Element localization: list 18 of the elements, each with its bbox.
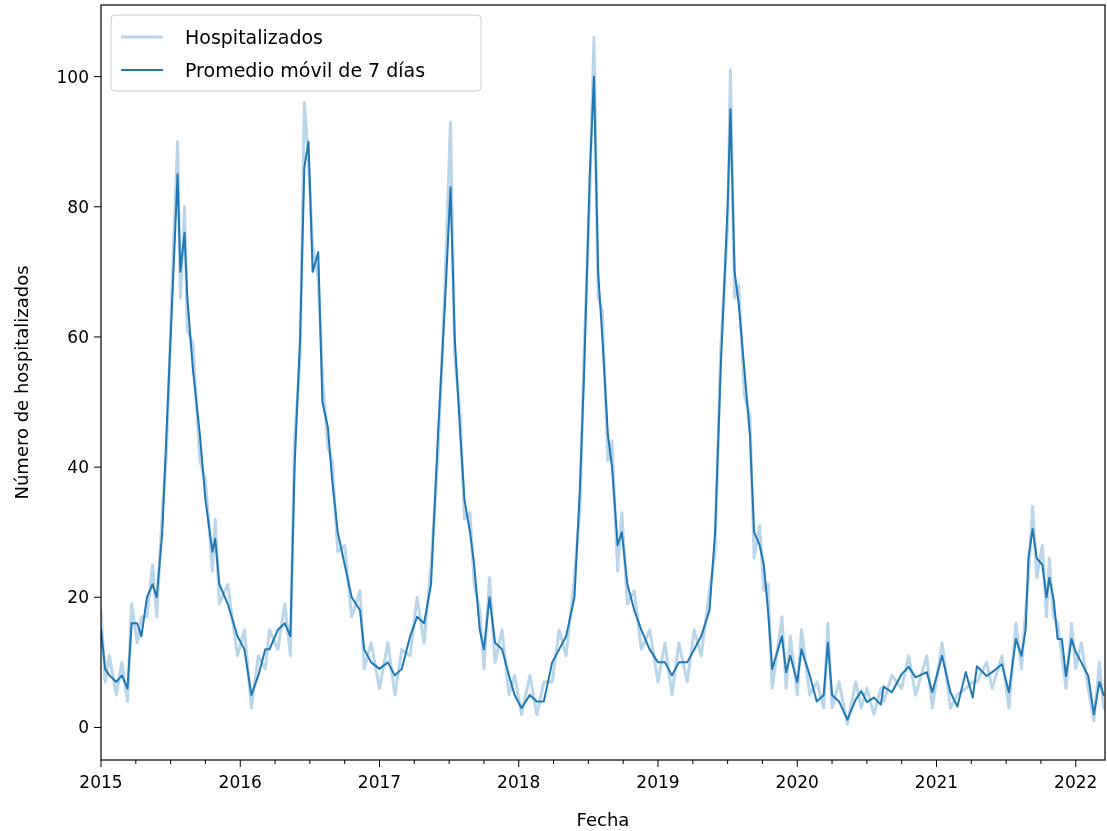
x-axis-title: Fecha [576,809,630,830]
x-tick-label: 2022 [1054,772,1098,792]
x-tick-label: 2017 [357,772,402,792]
y-tick-label: 20 [67,587,89,608]
y-tick-label: 80 [67,196,89,217]
x-tick-label: 2021 [914,772,959,792]
y-tick-label: 40 [67,457,89,478]
x-tick-label: 2020 [775,772,819,792]
x-tick-label: 2019 [636,772,680,792]
x-tick-label: 2018 [497,772,541,792]
y-axis-title: Número de hospitalizados [11,265,32,500]
y-tick-label: 60 [67,326,89,347]
y-tick-label: 100 [56,66,89,87]
x-tick-label: 2016 [218,772,262,792]
y-tick-label: 0 [78,717,89,738]
legend-label: Promedio móvil de 7 días [185,58,426,81]
legend-label: Hospitalizados [185,25,324,48]
x-tick-label: 2015 [79,772,123,792]
